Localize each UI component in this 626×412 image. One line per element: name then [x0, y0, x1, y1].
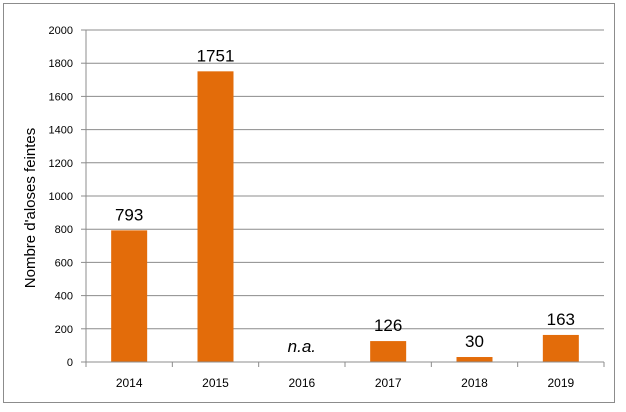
- y-tick-label: 1400: [49, 125, 73, 137]
- y-tick-label: 400: [55, 291, 73, 303]
- y-tick-label: 200: [55, 324, 73, 336]
- data-label: 793: [115, 205, 143, 224]
- x-tick-label: 2016: [288, 376, 315, 390]
- x-tick-labels: 2014 2015 2016 2017 2018 2019: [116, 376, 575, 390]
- bar-2014: [111, 230, 148, 362]
- y-axis-label: Nombre d'aloses feintes: [22, 128, 39, 288]
- y-tick-label: 1800: [49, 58, 73, 70]
- bar-2015: [197, 71, 234, 363]
- bar-2019: [542, 334, 579, 362]
- x-tick-label: 2017: [375, 376, 402, 390]
- data-labels: 793 1751 n.a. 126 30 163: [115, 46, 575, 356]
- x-tick-label: 2018: [461, 376, 488, 390]
- gridlines: [86, 29, 604, 330]
- data-label: 1751: [197, 46, 235, 65]
- data-label: 163: [547, 310, 575, 329]
- y-tick-label: 600: [55, 257, 73, 269]
- y-tick-labels: 0 200 400 600 800 1000 1200 1400 1600 1800 2000: [49, 25, 73, 369]
- data-label: n.a.: [288, 337, 316, 356]
- y-tick-label: 0: [67, 357, 73, 369]
- bar-2017: [370, 341, 407, 362]
- bars: [111, 71, 579, 363]
- x-tick-label: 2015: [202, 376, 229, 390]
- x-tick-label: 2014: [116, 376, 143, 390]
- y-tick-label: 800: [55, 224, 73, 236]
- data-label: 126: [374, 316, 402, 335]
- data-label: 30: [465, 332, 484, 351]
- x-tick-label: 2019: [547, 376, 574, 390]
- y-tick-label: 1000: [49, 191, 73, 203]
- y-tick-label: 2000: [49, 25, 73, 37]
- y-tick-label: 1600: [49, 91, 73, 103]
- chart-frame: [3, 3, 615, 403]
- y-tick-label: 1200: [49, 158, 73, 170]
- axes: [81, 29, 605, 367]
- bar-2018: [456, 357, 493, 362]
